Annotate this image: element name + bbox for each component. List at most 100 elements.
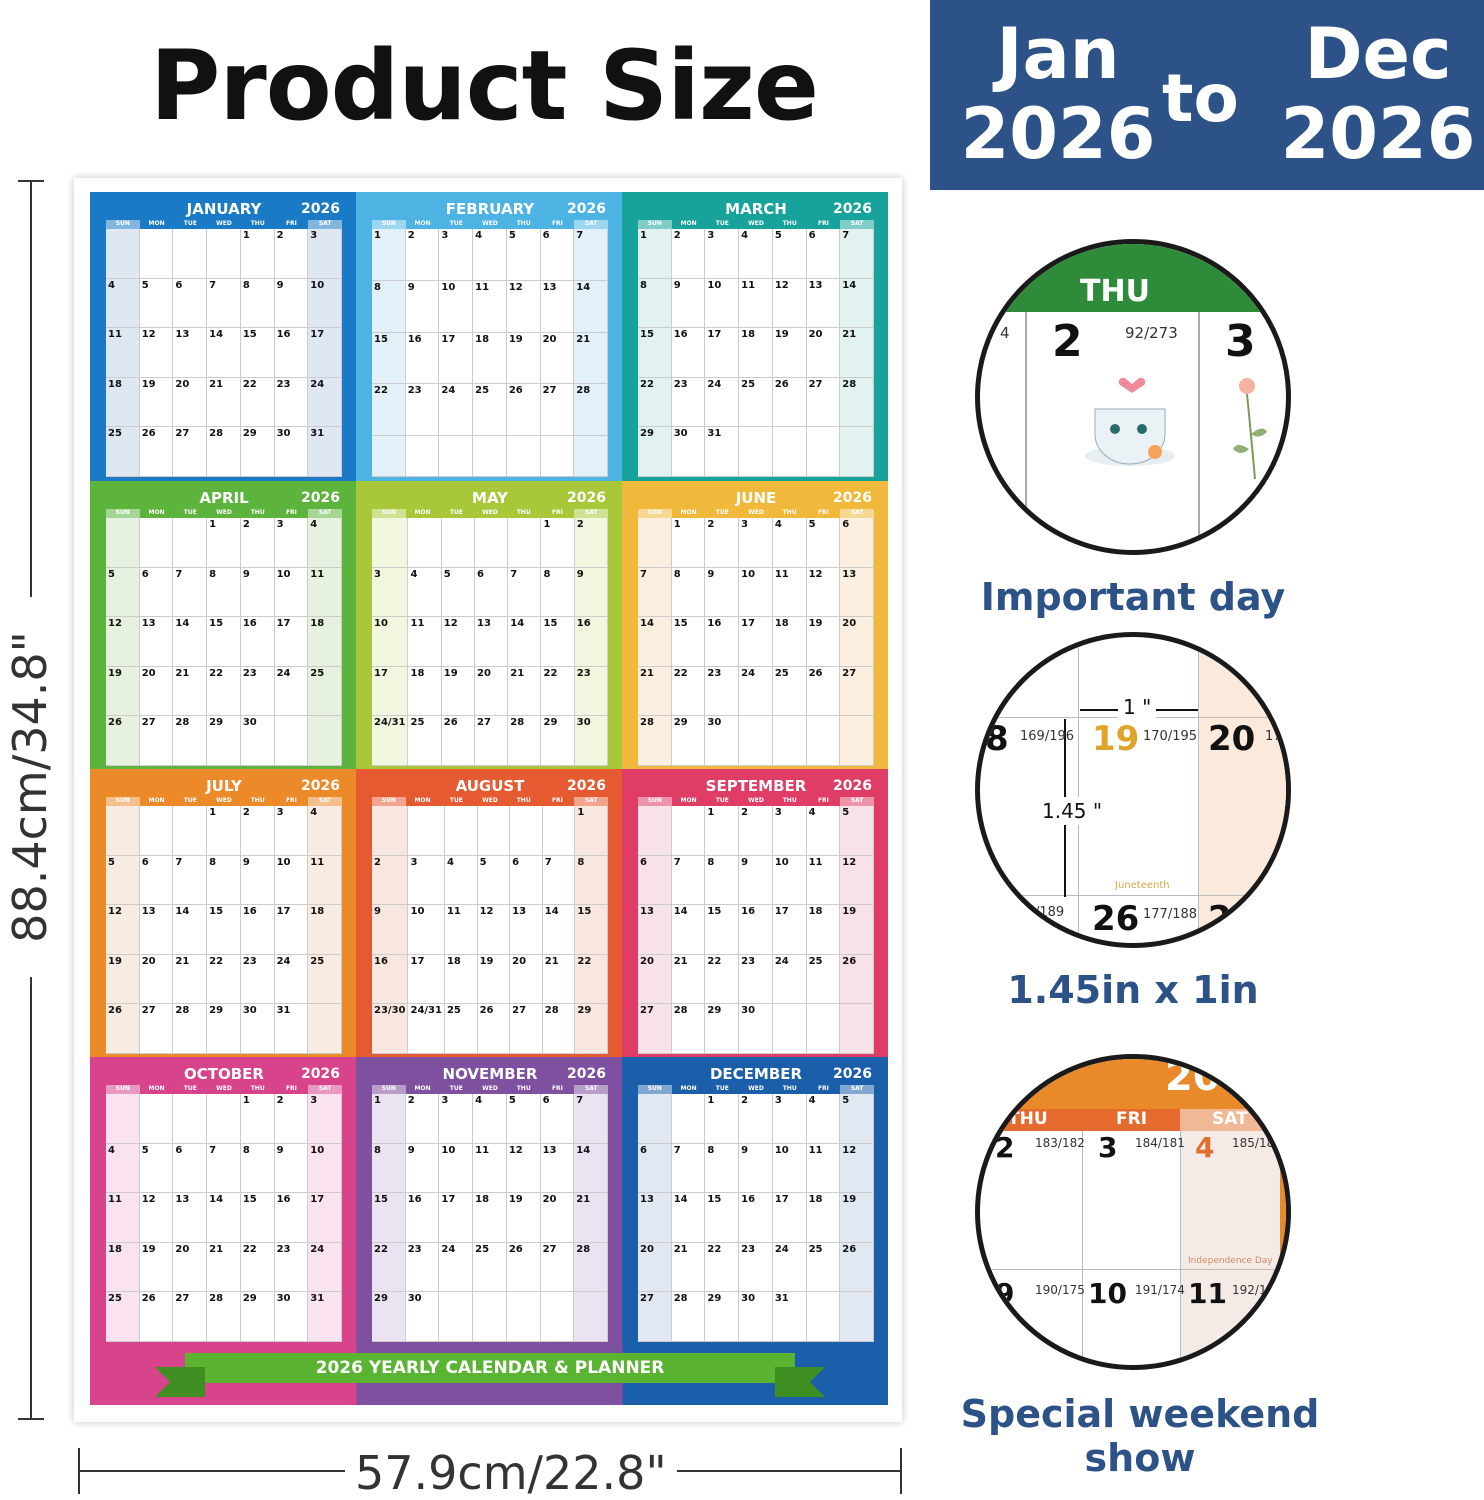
day-cell[interactable]: 26 [806,666,841,717]
day-cell[interactable]: 11 [106,1193,140,1243]
day-cell[interactable]: 24 [772,954,807,1005]
day-cell[interactable]: 6 [474,567,509,618]
day-cell[interactable]: 5 [840,1094,874,1144]
day-cell[interactable]: 13 [638,905,672,955]
day-cell[interactable]: 25 [106,1292,140,1342]
day-cell[interactable]: 9 [240,567,275,618]
day-cell[interactable]: 10 [739,567,773,618]
day-cell[interactable]: 18 [772,617,807,667]
day-cell[interactable]: 4 [772,518,807,568]
day-cell[interactable]: 17 [308,1193,342,1243]
day-cell[interactable]: 26 [840,1242,874,1293]
day-cell[interactable]: 21 [173,954,208,1005]
day-cell[interactable]: 13 [510,905,543,955]
day-cell[interactable] [474,518,509,568]
day-cell[interactable]: 1 [541,518,575,568]
day-cell[interactable]: 10 [274,855,309,906]
day-cell[interactable] [477,806,511,856]
day-cell[interactable]: 20 [540,1193,575,1243]
day-cell[interactable]: 7 [574,1094,608,1144]
day-cell[interactable]: 10 [372,617,409,667]
day-cell[interactable]: 29 [207,716,241,766]
day-cell[interactable]: 21 [542,954,576,1005]
day-cell[interactable]: 5 [139,278,174,329]
day-cell[interactable]: 2 [671,229,706,279]
day-cell[interactable]: 19 [106,666,140,717]
day-cell[interactable]: 11 [473,280,507,333]
day-cell[interactable]: 30 [240,716,275,766]
day-cell[interactable]: 19 [506,332,541,385]
day-cell[interactable]: 5 [772,229,807,279]
day-cell[interactable]: 4 [444,855,478,906]
day-cell[interactable]: 26 [506,384,541,437]
day-cell[interactable]: 3 [274,806,309,856]
day-cell[interactable]: 27 [173,1292,208,1342]
day-cell[interactable] [574,436,608,477]
day-cell[interactable]: 28 [542,1004,576,1054]
day-cell[interactable]: 30 [739,1004,773,1054]
day-cell[interactable] [840,1292,874,1342]
day-cell[interactable] [106,229,140,279]
day-cell[interactable]: 23/30 [372,1004,409,1054]
day-cell[interactable] [372,806,409,856]
day-cell[interactable]: 3 [705,229,740,279]
day-cell[interactable]: 8 [671,567,706,618]
day-cell[interactable]: 12 [106,905,140,955]
day-cell[interactable]: 31 [308,1292,342,1342]
day-cell[interactable]: 19 [772,328,807,378]
day-cell[interactable] [772,1004,807,1054]
day-cell[interactable] [671,806,706,856]
day-cell[interactable]: 25 [408,716,442,766]
day-cell[interactable]: 13 [840,567,874,618]
day-cell[interactable]: 26 [477,1004,511,1054]
day-cell[interactable]: 19 [840,905,874,955]
day-cell[interactable]: 8 [240,278,275,329]
day-cell[interactable] [506,436,541,477]
day-cell[interactable]: 9 [671,278,706,329]
day-cell[interactable]: 6 [139,567,174,618]
day-cell[interactable]: 28 [508,716,542,766]
day-cell[interactable] [106,1094,140,1144]
day-cell[interactable]: 26 [139,427,174,477]
day-cell[interactable]: 7 [508,567,542,618]
day-cell[interactable]: 14 [207,1193,241,1243]
day-cell[interactable]: 15 [638,328,672,378]
day-cell[interactable]: 3 [408,855,445,906]
day-cell[interactable]: 28 [207,1292,241,1342]
day-cell[interactable]: 10 [772,1143,807,1194]
day-cell[interactable]: 20 [806,328,841,378]
day-cell[interactable]: 10 [274,567,309,618]
day-cell[interactable]: 8 [240,1143,275,1194]
day-cell[interactable]: 30 [274,427,309,477]
day-cell[interactable]: 31 [308,427,342,477]
day-cell[interactable]: 17 [705,328,740,378]
day-cell[interactable]: 26 [441,716,475,766]
day-cell[interactable]: 24 [439,384,474,437]
day-cell[interactable] [439,1292,474,1342]
day-cell[interactable]: 13 [139,905,174,955]
day-cell[interactable] [106,806,140,856]
day-cell[interactable]: 22 [671,666,706,717]
day-cell[interactable]: 5 [506,1094,541,1144]
day-cell[interactable]: 7 [207,278,241,329]
day-cell[interactable]: 17 [372,666,409,717]
day-cell[interactable]: 18 [308,617,342,667]
day-cell[interactable]: 8 [638,278,672,329]
day-cell[interactable]: 13 [474,617,509,667]
day-cell[interactable]: 19 [506,1193,541,1243]
day-cell[interactable]: 5 [441,567,475,618]
day-cell[interactable]: 20 [840,617,874,667]
day-cell[interactable] [372,436,406,477]
day-cell[interactable]: 9 [705,567,740,618]
day-cell[interactable]: 11 [473,1143,507,1194]
day-cell[interactable]: 6 [638,855,672,906]
day-cell[interactable] [638,1094,672,1144]
day-cell[interactable]: 15 [705,1193,740,1243]
day-cell[interactable]: 2 [405,229,440,281]
day-cell[interactable]: 14 [638,617,672,667]
day-cell[interactable]: 29 [638,427,672,477]
day-cell[interactable] [139,229,174,279]
day-cell[interactable]: 22 [541,666,575,717]
day-cell[interactable]: 30 [705,716,740,766]
day-cell[interactable]: 27 [638,1004,672,1054]
